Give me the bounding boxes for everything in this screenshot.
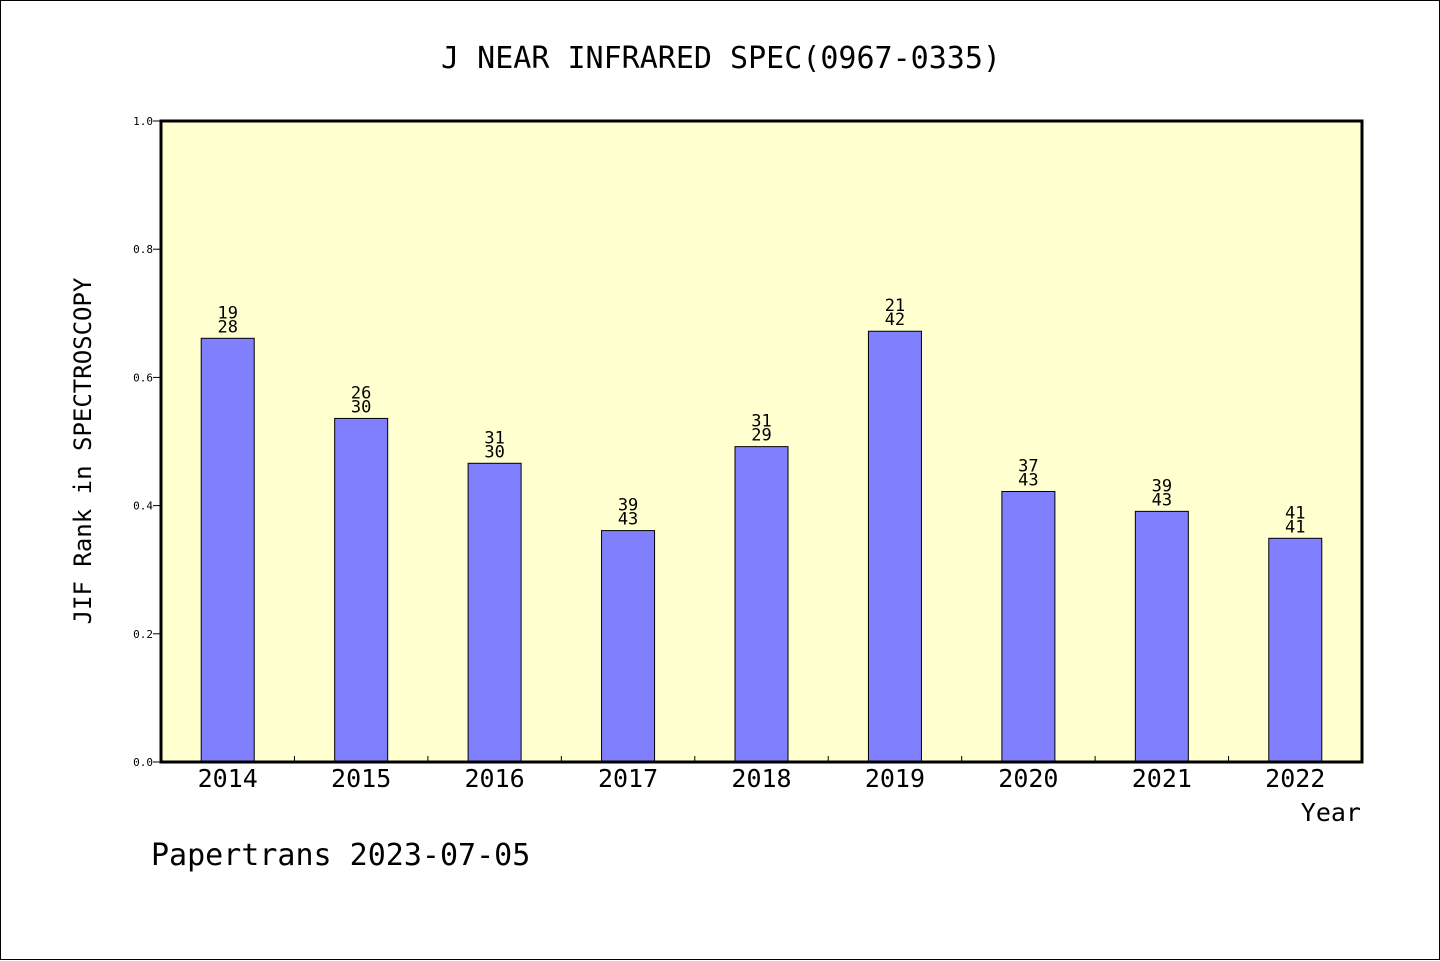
bar-label-bottom: 41 xyxy=(1285,517,1305,537)
bar-2022 xyxy=(1268,537,1323,763)
y-tick-label: 0.6 xyxy=(133,371,153,384)
bar-label-bottom: 29 xyxy=(751,426,771,446)
chart-title: J NEAR INFRARED SPEC(0967-0335) xyxy=(441,41,1001,76)
x-tick-label: 2018 xyxy=(731,764,791,793)
bar-2017 xyxy=(601,530,656,763)
x-tick-label: 2014 xyxy=(198,764,258,793)
plot-border xyxy=(159,119,1364,764)
y-tick-label: 1.0 xyxy=(133,115,153,128)
bar-2020 xyxy=(1001,490,1056,763)
x-tick-label: 2015 xyxy=(331,764,391,793)
bar-label-bottom: 30 xyxy=(351,397,371,417)
bar-label-bottom: 43 xyxy=(618,510,638,530)
x-tick-label: 2021 xyxy=(1132,764,1192,793)
bar-label-top: 19 xyxy=(217,303,237,323)
bar-label-top: 41 xyxy=(1285,503,1305,523)
x-tick-label: 2019 xyxy=(865,764,925,793)
bar-2015 xyxy=(334,417,389,763)
bar-2019 xyxy=(867,330,922,763)
x-tick-label: 2017 xyxy=(598,764,658,793)
bar-label-top: 31 xyxy=(484,428,504,448)
bar-label-bottom: 28 xyxy=(217,317,237,337)
bar-2016 xyxy=(467,462,522,763)
bar-label-bottom: 43 xyxy=(1018,470,1038,490)
x-tick-label: 2016 xyxy=(465,764,525,793)
x-tick-label: 2020 xyxy=(998,764,1058,793)
bar-2018 xyxy=(734,446,789,763)
x-axis-label: Year xyxy=(1301,798,1361,827)
bar-label-top: 39 xyxy=(1152,476,1172,496)
bar-label-top: 26 xyxy=(351,383,371,403)
y-tick-label: 0.0 xyxy=(133,756,153,769)
bar-label-bottom: 30 xyxy=(484,442,504,462)
y-tick-label: 0.2 xyxy=(133,628,153,641)
bar-label-bottom: 43 xyxy=(1152,490,1172,510)
bar-2021 xyxy=(1134,510,1189,763)
bar-label-top: 37 xyxy=(1018,456,1038,476)
x-axis: 2014 2015 2016 2017 2018 2019 2020 2021 2022 xyxy=(198,756,1325,793)
bar-label-bottom: 42 xyxy=(885,310,905,330)
y-tick-label: 0.4 xyxy=(133,500,153,513)
x-tick-label: 2022 xyxy=(1265,764,1325,793)
y-tick-label: 0.8 xyxy=(133,243,153,256)
bar-label-top: 21 xyxy=(885,296,905,316)
bar-label-top: 31 xyxy=(751,412,771,432)
bar-label-top: 39 xyxy=(618,496,638,516)
y-axis: 0.0 0.2 0.4 0.6 0.8 1.0 xyxy=(133,115,161,769)
bar-2014 xyxy=(200,337,255,763)
y-axis-label: JIF Rank in SPECTROSCOPY xyxy=(69,277,97,624)
footer-credit: Papertrans 2023-07-05 xyxy=(151,838,530,873)
